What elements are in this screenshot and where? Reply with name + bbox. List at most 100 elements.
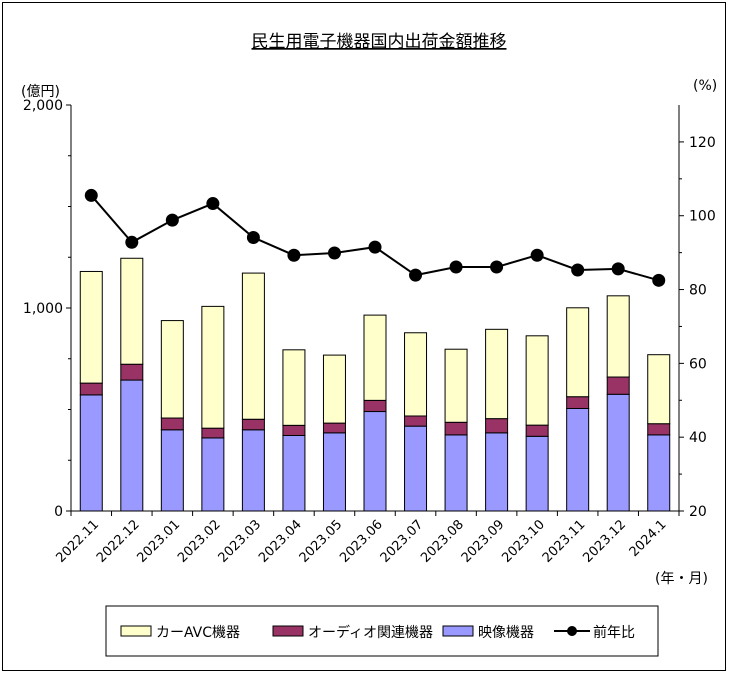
bar-segment-1 [160, 417, 184, 431]
x-tick-label: 2023.11 [540, 517, 589, 566]
yoy-point [165, 213, 179, 227]
bar-segment-0 [201, 437, 225, 512]
bar-segment-1 [444, 421, 468, 436]
x-tick-label: 2023.03 [216, 517, 265, 566]
bar-segment-0 [485, 432, 509, 512]
bar-segment-2 [485, 328, 509, 420]
yoy-point [125, 235, 139, 249]
bar-segment-0 [444, 434, 468, 512]
bar-segment-1 [525, 424, 549, 437]
y-right-tick-label: 60 [689, 356, 707, 372]
bar-segment-0 [363, 411, 387, 512]
bar-segment-2 [120, 257, 144, 365]
bar-segment-1 [322, 422, 346, 434]
x-tick-label: 2023.10 [499, 517, 548, 566]
bar-segment-0 [566, 407, 590, 512]
bar-segment-2 [160, 320, 184, 419]
chart-title: 民生用電子機器国内出荷金額推移 [252, 32, 507, 52]
bar-segment-0 [120, 379, 144, 512]
legend-swatch-2 [442, 625, 474, 637]
bar-segment-1 [282, 424, 306, 436]
bar-segment-2 [404, 332, 428, 417]
yoy-point [246, 231, 260, 245]
y-right-tick-label: 120 [689, 135, 716, 151]
bar-segment-2 [606, 295, 630, 378]
plot-area: 01,0002,000204060801001202022.112022.122… [23, 98, 716, 566]
y-right-tick-label: 40 [689, 430, 707, 446]
bar-segment-1 [404, 415, 428, 427]
yoy-point [409, 268, 423, 282]
bar-segment-2 [525, 335, 549, 426]
yoy-point [84, 188, 98, 202]
bar-segment-1 [606, 376, 630, 395]
legend-label-3: 前年比 [593, 624, 635, 641]
yoy-point [652, 273, 666, 287]
x-unit: (年・月) [655, 571, 708, 587]
bar-segment-2 [241, 272, 265, 420]
bar-segment-1 [485, 418, 509, 434]
x-tick-label: 2023.07 [378, 517, 427, 566]
x-tick-label: 2023.05 [297, 517, 346, 566]
y-right-tick-label: 80 [689, 283, 707, 299]
bar-segment-0 [322, 432, 346, 512]
bar-segment-1 [241, 418, 265, 431]
bar-segment-1 [647, 423, 671, 436]
x-tick-label: 2023.02 [175, 517, 224, 566]
bar-segment-2 [363, 314, 387, 401]
y-right-tick-label: 100 [689, 209, 716, 225]
bar-segment-1 [79, 382, 103, 396]
bar-segment-2 [322, 354, 346, 424]
x-tick-label: 2023.09 [459, 517, 508, 566]
y-left-unit: (億円) [21, 84, 60, 100]
bar-segment-2 [201, 305, 225, 429]
x-tick-label: 2022.11 [53, 517, 102, 566]
y-left-tick-label: 0 [54, 504, 63, 520]
x-tick-label: 2023.12 [580, 517, 629, 566]
legend-label-1: オーディオ関連機器 [308, 624, 433, 641]
y-left-tick-label: 1,000 [23, 301, 63, 317]
legend-swatch-0 [120, 625, 152, 637]
x-tick-label: 2023.01 [135, 517, 184, 566]
legend-label-0: カーAVC機器 [156, 625, 240, 641]
bar-segment-2 [282, 349, 306, 426]
bar-segment-0 [606, 393, 630, 512]
legend-label-2: 映像機器 [478, 625, 534, 641]
yoy-point [368, 240, 382, 254]
x-tick-label: 2023.08 [418, 517, 467, 566]
yoy-point [449, 260, 463, 274]
yoy-point [327, 246, 341, 260]
x-tick-label: 2023.06 [337, 517, 386, 566]
bar-segment-2 [79, 270, 103, 384]
bar-segment-1 [201, 427, 225, 439]
bar-segment-2 [566, 307, 590, 398]
bar-segment-0 [647, 434, 671, 512]
legend-marker-swatch [567, 626, 577, 636]
bar-segment-0 [241, 429, 265, 512]
x-tick-label: 2024.1 [627, 517, 670, 560]
legend-swatch-1 [272, 625, 304, 637]
yoy-point [530, 248, 544, 262]
chart-svg: 民生用電子機器国内出荷金額推移 (億円) (%) (年・月) 0 1,000 2,0… [21, 32, 717, 657]
x-tick-label: 2022.12 [94, 517, 143, 566]
x-tick-label: 2023.04 [256, 517, 305, 566]
bar-segment-1 [120, 363, 144, 381]
bar-segment-0 [282, 434, 306, 512]
y-right-unit: (%) [693, 78, 717, 94]
bar-segment-0 [404, 425, 428, 512]
bar-segment-1 [566, 396, 590, 409]
legend: カーAVC機器 オーディオ関連機器 映像機器 前年比 [105, 605, 659, 657]
bar-segment-1 [363, 399, 387, 413]
bar-segment-0 [79, 394, 103, 512]
yoy-point [611, 262, 625, 276]
yoy-point [571, 263, 585, 277]
yoy-point [287, 248, 301, 262]
bar-segment-0 [160, 429, 184, 512]
bar-segment-0 [525, 435, 549, 512]
yoy-point [206, 197, 220, 211]
y-right-tick-label: 20 [689, 504, 707, 520]
yoy-point [490, 260, 504, 274]
bar-segment-2 [444, 348, 468, 423]
y-left-tick-label: 2,000 [23, 98, 63, 114]
bar-segment-2 [647, 354, 671, 425]
